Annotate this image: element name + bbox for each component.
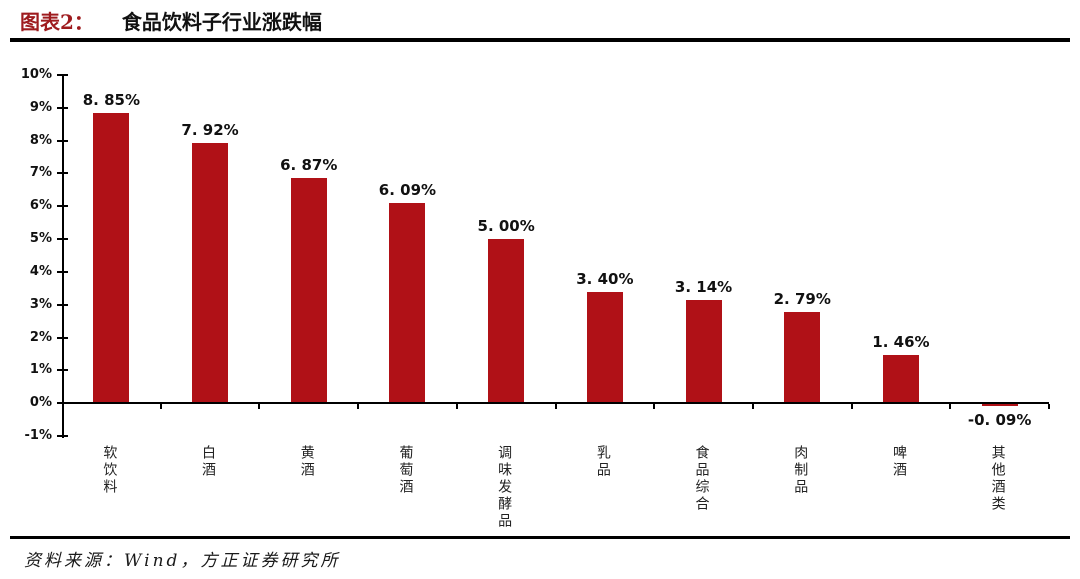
y-axis-tick	[57, 270, 68, 273]
y-axis-label: 9%	[29, 99, 52, 115]
bar-value-label: -0. 09%	[967, 411, 1032, 430]
x-axis	[62, 402, 1049, 405]
category-label: 乳品	[594, 445, 611, 479]
bar	[93, 112, 130, 404]
bottom-divider	[10, 536, 1070, 539]
x-axis-tick	[159, 404, 162, 410]
y-axis-label: 4%	[29, 263, 52, 279]
figure-title: 图表2： 食品饮料子行业涨跌幅	[20, 6, 322, 35]
category-label: 其他酒类	[989, 445, 1006, 513]
bar-value-label: 1. 46%	[872, 333, 930, 352]
bar-value-label: 2. 79%	[773, 289, 831, 308]
y-axis-label: 8%	[29, 132, 52, 148]
y-axis-tick	[57, 172, 68, 175]
category-label: 调味发酵品	[496, 445, 513, 530]
x-axis-tick	[653, 404, 656, 410]
category-label: 啤酒	[890, 445, 907, 479]
x-axis-tick	[554, 404, 557, 410]
y-axis-tick	[57, 303, 68, 306]
top-divider	[10, 38, 1070, 42]
y-axis-tick	[57, 205, 68, 208]
y-axis-tick	[57, 435, 68, 437]
y-axis-label: 10%	[20, 67, 52, 82]
bar-value-label: 5. 00%	[477, 217, 535, 236]
y-axis-label: 1%	[29, 362, 52, 378]
x-axis-tick	[1048, 404, 1050, 410]
y-axis-tick	[57, 139, 68, 142]
category-label: 黄酒	[298, 445, 315, 479]
category-label: 肉制品	[792, 445, 809, 496]
x-axis-tick	[357, 404, 360, 410]
bar-value-label: 8. 85%	[82, 90, 140, 109]
y-axis-label: 5%	[29, 231, 52, 247]
y-axis	[62, 75, 64, 438]
figure-number: 图表2：	[20, 10, 94, 34]
y-axis-label: 3%	[29, 296, 52, 312]
y-axis-tick	[57, 106, 68, 109]
y-axis-label: 2%	[29, 329, 52, 345]
category-label: 白酒	[200, 445, 217, 479]
bar	[389, 203, 426, 404]
figure-title-text: 食品饮料子行业涨跌幅	[121, 10, 322, 34]
bar-value-label: 6. 87%	[280, 155, 338, 174]
y-axis-tick	[57, 369, 68, 372]
bar	[685, 300, 722, 404]
y-axis-label: 6%	[29, 198, 52, 214]
x-axis-tick	[751, 404, 754, 410]
category-label: 软饮料	[101, 445, 118, 496]
bar	[192, 143, 229, 404]
category-label: 葡萄酒	[397, 445, 414, 496]
bar	[882, 355, 919, 404]
y-axis-tick	[57, 336, 68, 339]
bar-value-label: 7. 92%	[181, 121, 239, 140]
category-label: 食品综合	[693, 445, 710, 513]
y-axis-tick	[57, 238, 68, 241]
bar	[488, 239, 525, 404]
bar-value-label: 3. 14%	[674, 278, 733, 297]
bar-value-label: 3. 40%	[576, 269, 634, 288]
bar-value-label: 6. 09%	[378, 181, 437, 200]
bar	[981, 403, 1018, 407]
bar	[784, 311, 821, 404]
y-axis-label: -1%	[24, 428, 52, 443]
y-axis-label: 7%	[29, 165, 52, 181]
bar	[586, 291, 623, 404]
y-axis-tick	[57, 74, 68, 76]
y-axis-label: 0%	[29, 395, 52, 411]
bar	[290, 177, 327, 404]
x-axis-tick	[949, 404, 952, 410]
source-note: 资料来源：Wind，方正证券研究所	[24, 551, 341, 571]
x-axis-tick	[455, 404, 458, 410]
x-axis-tick	[258, 404, 261, 410]
x-axis-tick	[850, 404, 853, 410]
